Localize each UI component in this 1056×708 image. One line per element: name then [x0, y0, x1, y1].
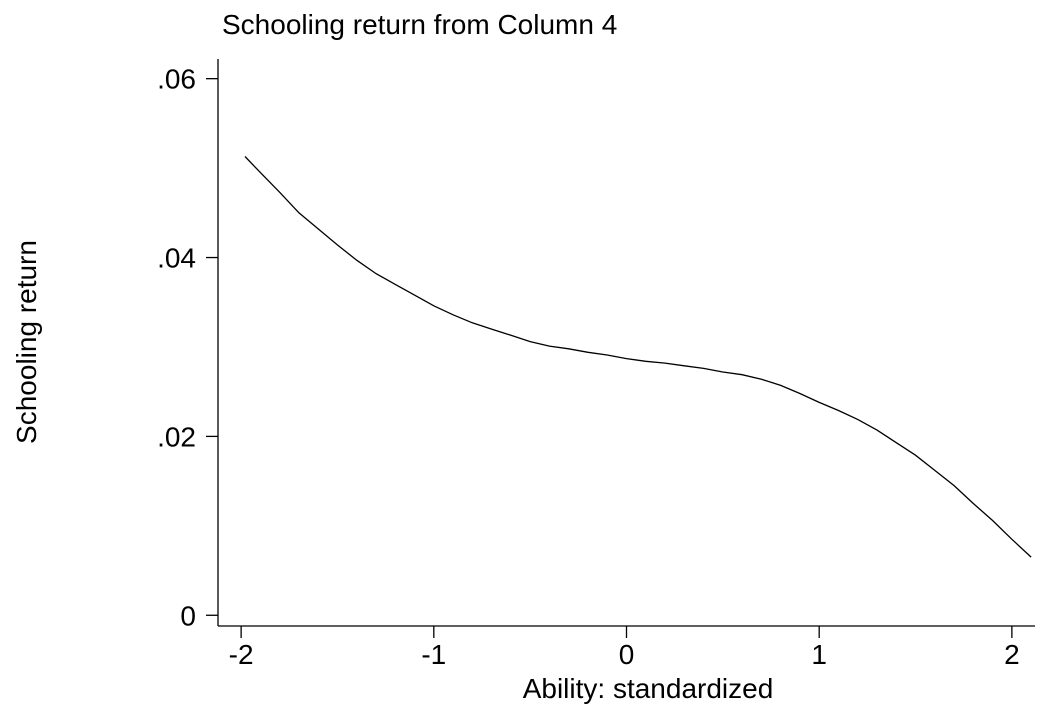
x-tick-label: -2 [229, 639, 254, 670]
y-tick-label: 0 [180, 600, 196, 631]
x-tick-label: 0 [619, 639, 635, 670]
y-tick-label: .06 [157, 64, 196, 95]
chart-title: Schooling return from Column 4 [222, 9, 617, 40]
y-ticks: 0 .02 .04 .06 [157, 64, 218, 631]
x-tick-label: 1 [811, 639, 827, 670]
x-ticks: -2 -1 0 1 2 [229, 626, 1020, 670]
y-axis-label: Schooling return [11, 240, 42, 444]
series-line [244, 156, 1032, 558]
y-tick-label: .02 [157, 421, 196, 452]
y-tick-label: .04 [157, 243, 196, 274]
x-axis-label: Ability: standardized [523, 673, 774, 704]
x-tick-label: -1 [421, 639, 446, 670]
x-tick-label: 2 [1004, 639, 1020, 670]
